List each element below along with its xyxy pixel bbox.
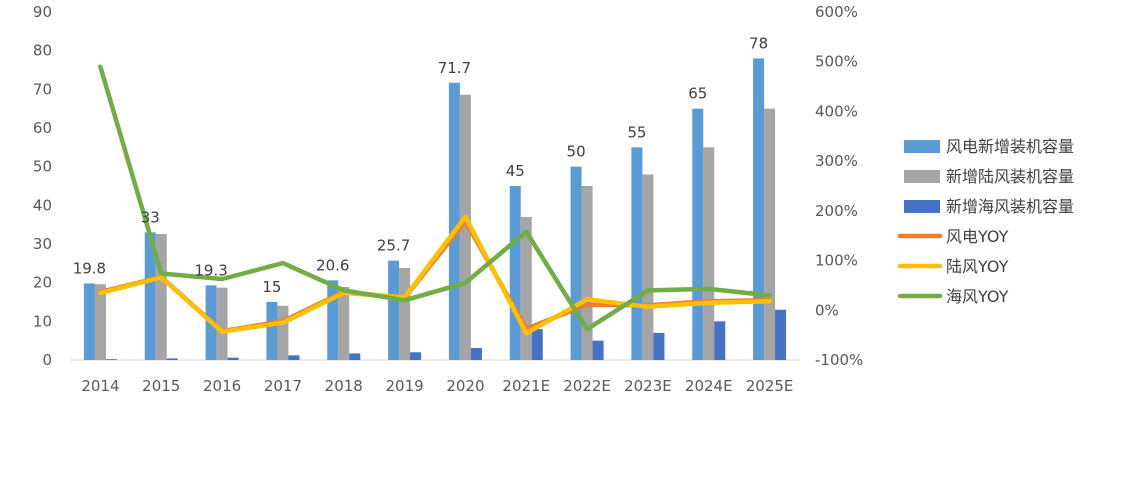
right-tick-label: 0% bbox=[815, 301, 839, 319]
data-label: 33 bbox=[141, 208, 160, 226]
x-tick-label: 2021E bbox=[502, 377, 550, 395]
x-tick-label: 2016 bbox=[203, 377, 241, 395]
legend-label: 海风YOY bbox=[946, 287, 1009, 306]
bar bbox=[581, 186, 593, 360]
data-label: 71.7 bbox=[438, 59, 471, 77]
x-tick-label: 2015 bbox=[142, 377, 180, 395]
legend-swatch bbox=[904, 140, 940, 153]
bar bbox=[470, 348, 482, 360]
bar bbox=[509, 186, 521, 360]
bar-series bbox=[83, 58, 787, 361]
bar bbox=[692, 108, 704, 361]
bar bbox=[775, 309, 787, 360]
data-label: 19.8 bbox=[73, 259, 106, 277]
bar bbox=[327, 280, 339, 360]
legend-swatch bbox=[904, 170, 940, 183]
data-label: 20.6 bbox=[316, 256, 349, 274]
bar bbox=[144, 232, 156, 360]
bar bbox=[155, 233, 167, 360]
data-label: 45 bbox=[506, 162, 525, 180]
bar bbox=[83, 283, 95, 360]
right-tick-label: 100% bbox=[815, 252, 858, 270]
right-tick-label: 600% bbox=[815, 3, 858, 21]
line-series-path bbox=[98, 64, 772, 332]
bar bbox=[642, 174, 654, 360]
x-tick-label: 2014 bbox=[81, 377, 119, 395]
bar bbox=[410, 352, 422, 360]
bar bbox=[653, 332, 665, 360]
bar bbox=[277, 305, 289, 360]
left-tick-label: 60 bbox=[33, 119, 52, 137]
bar bbox=[703, 147, 715, 360]
legend-label: 风电YOY bbox=[946, 227, 1009, 246]
data-label: 65 bbox=[688, 85, 707, 103]
bar bbox=[166, 358, 178, 360]
left-tick-label: 30 bbox=[33, 235, 52, 253]
line-series-path bbox=[98, 214, 772, 336]
legend-label: 新增海风装机容量 bbox=[946, 197, 1074, 216]
left-tick-label: 10 bbox=[33, 312, 52, 330]
left-tick-label: 80 bbox=[33, 42, 52, 60]
x-tick-label: 2019 bbox=[385, 377, 423, 395]
data-label: 19.3 bbox=[194, 261, 227, 279]
bar bbox=[288, 355, 300, 360]
bar bbox=[753, 58, 765, 361]
bar bbox=[349, 353, 361, 360]
data-label: 50 bbox=[567, 143, 586, 161]
line-series bbox=[98, 64, 772, 336]
bar bbox=[399, 267, 411, 360]
bar bbox=[94, 284, 106, 360]
bar bbox=[105, 359, 117, 360]
left-tick-label: 90 bbox=[33, 3, 52, 21]
data-label: 15 bbox=[262, 278, 281, 296]
data-labels: 19.8 33 19.3 15 20.6 25.7 71.7 45 50 55 65 78 bbox=[73, 34, 768, 296]
data-label: 55 bbox=[627, 123, 646, 141]
right-tick-label: 500% bbox=[815, 53, 858, 71]
x-tick-label: 2020 bbox=[446, 377, 484, 395]
left-tick-label: 40 bbox=[33, 196, 52, 214]
bar bbox=[570, 166, 582, 360]
x-tick-label: 2022E bbox=[563, 377, 611, 395]
right-tick-label: -100% bbox=[815, 351, 863, 369]
x-tick-label: 2017 bbox=[264, 377, 302, 395]
bar bbox=[459, 94, 471, 360]
left-axis-ticks: 0 10 20 30 40 50 60 70 80 90 bbox=[33, 3, 52, 369]
bar bbox=[338, 286, 350, 360]
bar bbox=[631, 147, 643, 360]
right-tick-label: 200% bbox=[815, 202, 858, 220]
legend-label: 风电新增装机容量 bbox=[946, 137, 1074, 156]
right-axis-ticks: -100% 0% 100% 200% 300% 400% 500% 600% bbox=[815, 3, 863, 369]
right-tick-label: 300% bbox=[815, 152, 858, 170]
legend-label: 陆风YOY bbox=[946, 257, 1009, 276]
x-axis-ticks: 2014 2015 2016 2017 2018 2019 2020 2021E 2022E 20… bbox=[81, 377, 793, 395]
legend-swatch bbox=[904, 200, 940, 213]
data-label: 25.7 bbox=[377, 237, 410, 255]
bar bbox=[448, 82, 460, 360]
bar bbox=[714, 321, 726, 360]
left-tick-label: 0 bbox=[42, 351, 52, 369]
left-tick-label: 20 bbox=[33, 274, 52, 292]
left-tick-label: 70 bbox=[33, 80, 52, 98]
bar bbox=[227, 357, 239, 360]
bar bbox=[592, 340, 604, 360]
legend-label: 新增陆风装机容量 bbox=[946, 167, 1074, 186]
bar bbox=[764, 108, 776, 361]
bar bbox=[266, 302, 278, 360]
bar bbox=[388, 260, 400, 360]
right-tick-label: 400% bbox=[815, 102, 858, 120]
bar bbox=[531, 329, 543, 360]
x-tick-label: 2023E bbox=[624, 377, 672, 395]
x-tick-label: 2025E bbox=[746, 377, 794, 395]
data-label: 78 bbox=[749, 34, 768, 52]
x-tick-label: 2018 bbox=[325, 377, 363, 395]
bar bbox=[520, 216, 532, 360]
x-tick-label: 2024E bbox=[685, 377, 733, 395]
bar bbox=[216, 287, 228, 360]
left-tick-label: 50 bbox=[33, 158, 52, 176]
